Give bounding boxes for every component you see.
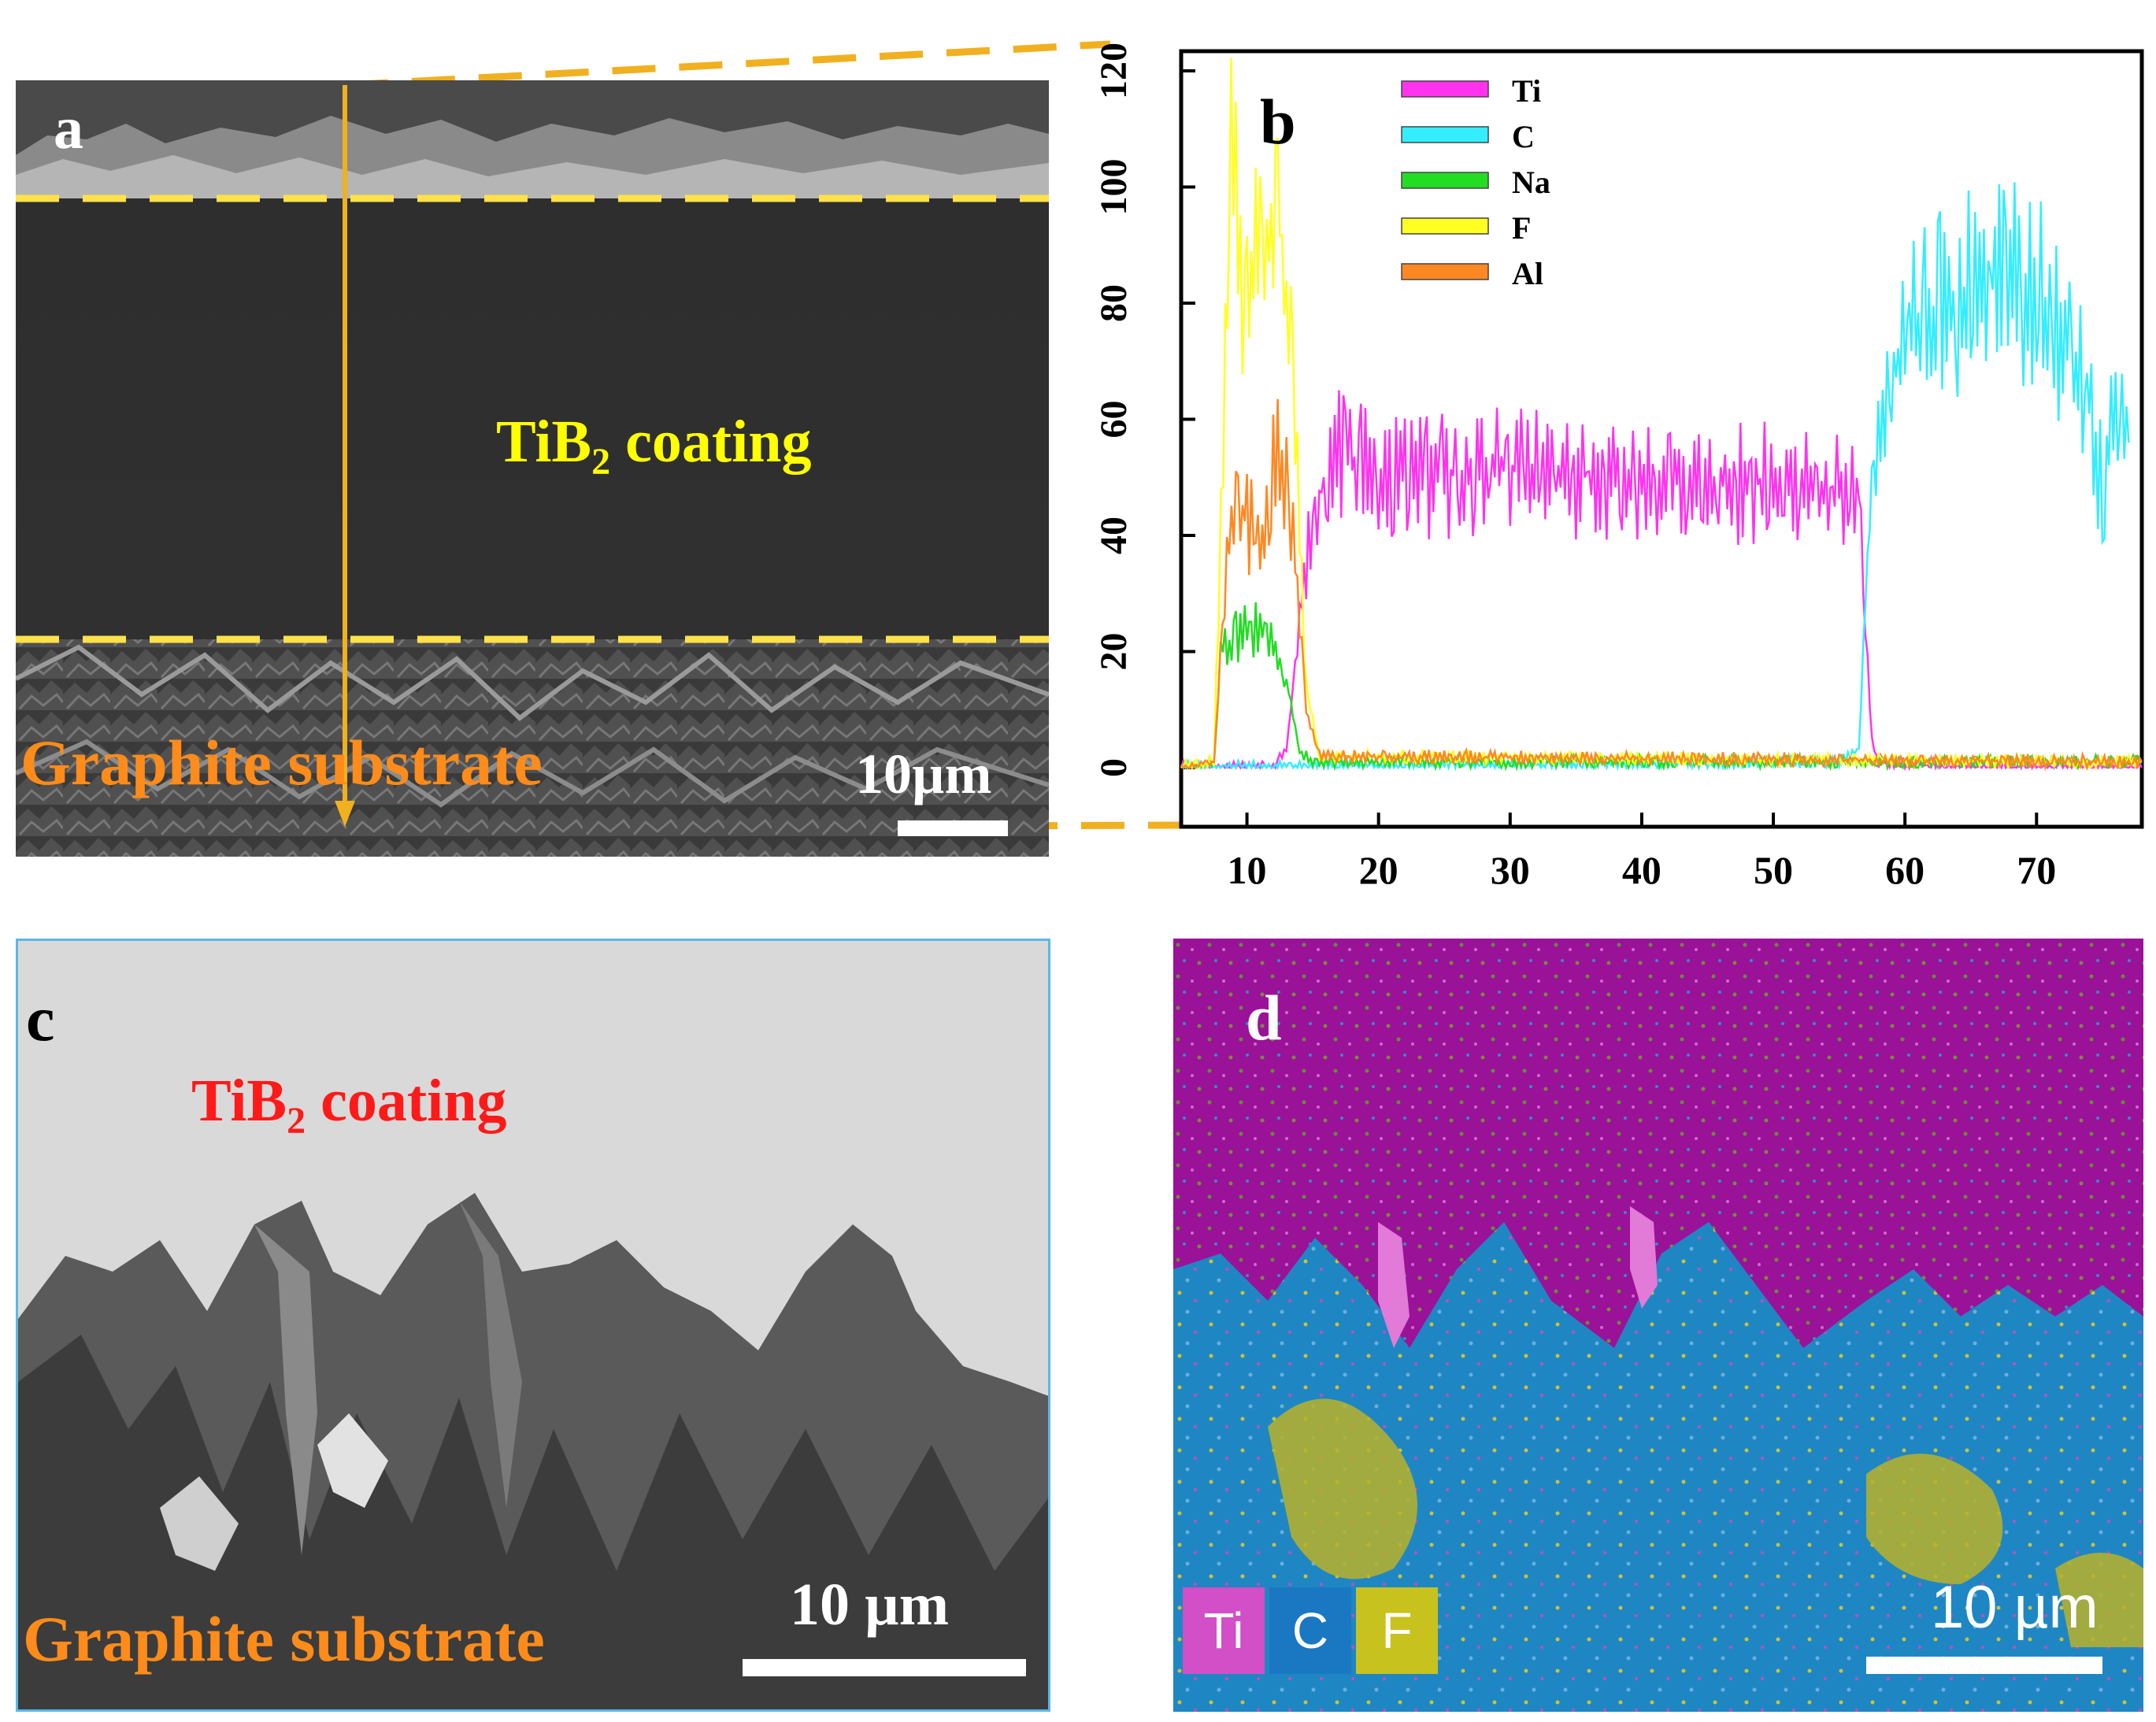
coating-label-tail: coating xyxy=(610,409,812,475)
legend-label-al: Al xyxy=(1512,256,1543,291)
y-tick-label: 100 xyxy=(1093,159,1135,216)
legend-f-label: F xyxy=(1381,1602,1413,1659)
substrate-label: Graphite substrate xyxy=(23,1603,545,1675)
x-tick-label: 70 xyxy=(2017,848,2056,892)
panel-letter: b xyxy=(1260,86,1296,157)
coating-label-sub: 2 xyxy=(287,1100,306,1142)
y-tick-label: 0 xyxy=(1093,758,1135,777)
coating-label: TiB2 coating xyxy=(496,408,812,483)
panel-c-sem-image xyxy=(18,941,1048,1709)
coating-label-main: TiB xyxy=(191,1068,287,1134)
coating-label: TiB2 coating xyxy=(191,1067,507,1142)
panel-a-sem-image xyxy=(16,80,1049,857)
linescan-chart: 0 20 40 60 80 100 120 10 20 30 40 50 60 70 Ti C Na F Al xyxy=(1093,43,2144,892)
x-tick-label: 10 xyxy=(1228,848,1267,892)
legend-label-ti: Ti xyxy=(1512,73,1541,109)
legend-label-na: Na xyxy=(1512,165,1550,200)
series-line-al xyxy=(1180,398,2143,772)
legend-label-c: C xyxy=(1512,119,1535,154)
coating-label-tail: coating xyxy=(306,1068,507,1134)
substrate-label: Graphite substrate xyxy=(20,727,543,798)
scale-bar-label: 10 µm xyxy=(1931,1574,2099,1641)
panel-letter: d xyxy=(1246,982,1282,1054)
scale-bar-line xyxy=(1866,1657,2102,1674)
panel-a: a TiB2 coating Graphite substrate 10µm xyxy=(16,80,1049,857)
scale-bar-line xyxy=(898,820,1008,836)
x-tick-label: 60 xyxy=(1885,848,1924,892)
x-tick-label: 40 xyxy=(1622,848,1661,892)
y-tick-label: 20 xyxy=(1093,633,1135,671)
panel-letter: c xyxy=(26,983,55,1054)
y-tick-label: 60 xyxy=(1093,401,1135,439)
scale-bar-line xyxy=(743,1659,1026,1676)
callout-line-top xyxy=(344,40,1111,89)
legend-f: F xyxy=(1356,1587,1438,1674)
y-tick-label: 80 xyxy=(1093,284,1135,322)
legend-label-f: F xyxy=(1512,210,1531,246)
legend-swatch-al xyxy=(1401,263,1489,280)
coating-label-main: TiB xyxy=(496,409,592,475)
x-tick-label: 30 xyxy=(1491,848,1530,892)
legend-ti: Ti xyxy=(1183,1587,1265,1674)
scale-bar-label: 10 µm xyxy=(790,1572,950,1638)
panel-d: d 10 µm Ti C F xyxy=(1173,939,2143,1712)
legend-swatch-f xyxy=(1401,217,1489,235)
legend-swatch-ti xyxy=(1401,80,1489,98)
legend-c-label: C xyxy=(1291,1602,1329,1659)
coating-label-sub: 2 xyxy=(591,441,611,483)
legend-ti-label: Ti xyxy=(1203,1602,1244,1659)
y-tick-label: 40 xyxy=(1093,517,1135,554)
y-tick-label: 120 xyxy=(1093,43,1135,99)
legend-swatch-na xyxy=(1401,172,1489,189)
panel-c: c TiB2 coating Graphite substrate 10 µm xyxy=(16,939,1050,1712)
x-tick-label: 50 xyxy=(1754,848,1793,892)
series-line-ti xyxy=(1180,390,2143,772)
x-tick-label: 20 xyxy=(1359,848,1398,892)
series-line-c xyxy=(1180,182,2130,772)
legend-c: C xyxy=(1269,1587,1351,1674)
element-legend: Ti C F xyxy=(1183,1587,1438,1674)
plot-frame xyxy=(1179,49,2144,829)
panel-letter: a xyxy=(54,95,83,161)
scale-bar-label: 10µm xyxy=(855,742,992,805)
series-line-f xyxy=(1180,57,2143,772)
legend-swatch-c xyxy=(1401,126,1489,143)
panel-b: 0 20 40 60 80 100 120 10 20 30 40 50 60 70 Ti C Na F Al b xyxy=(1071,0,2156,929)
